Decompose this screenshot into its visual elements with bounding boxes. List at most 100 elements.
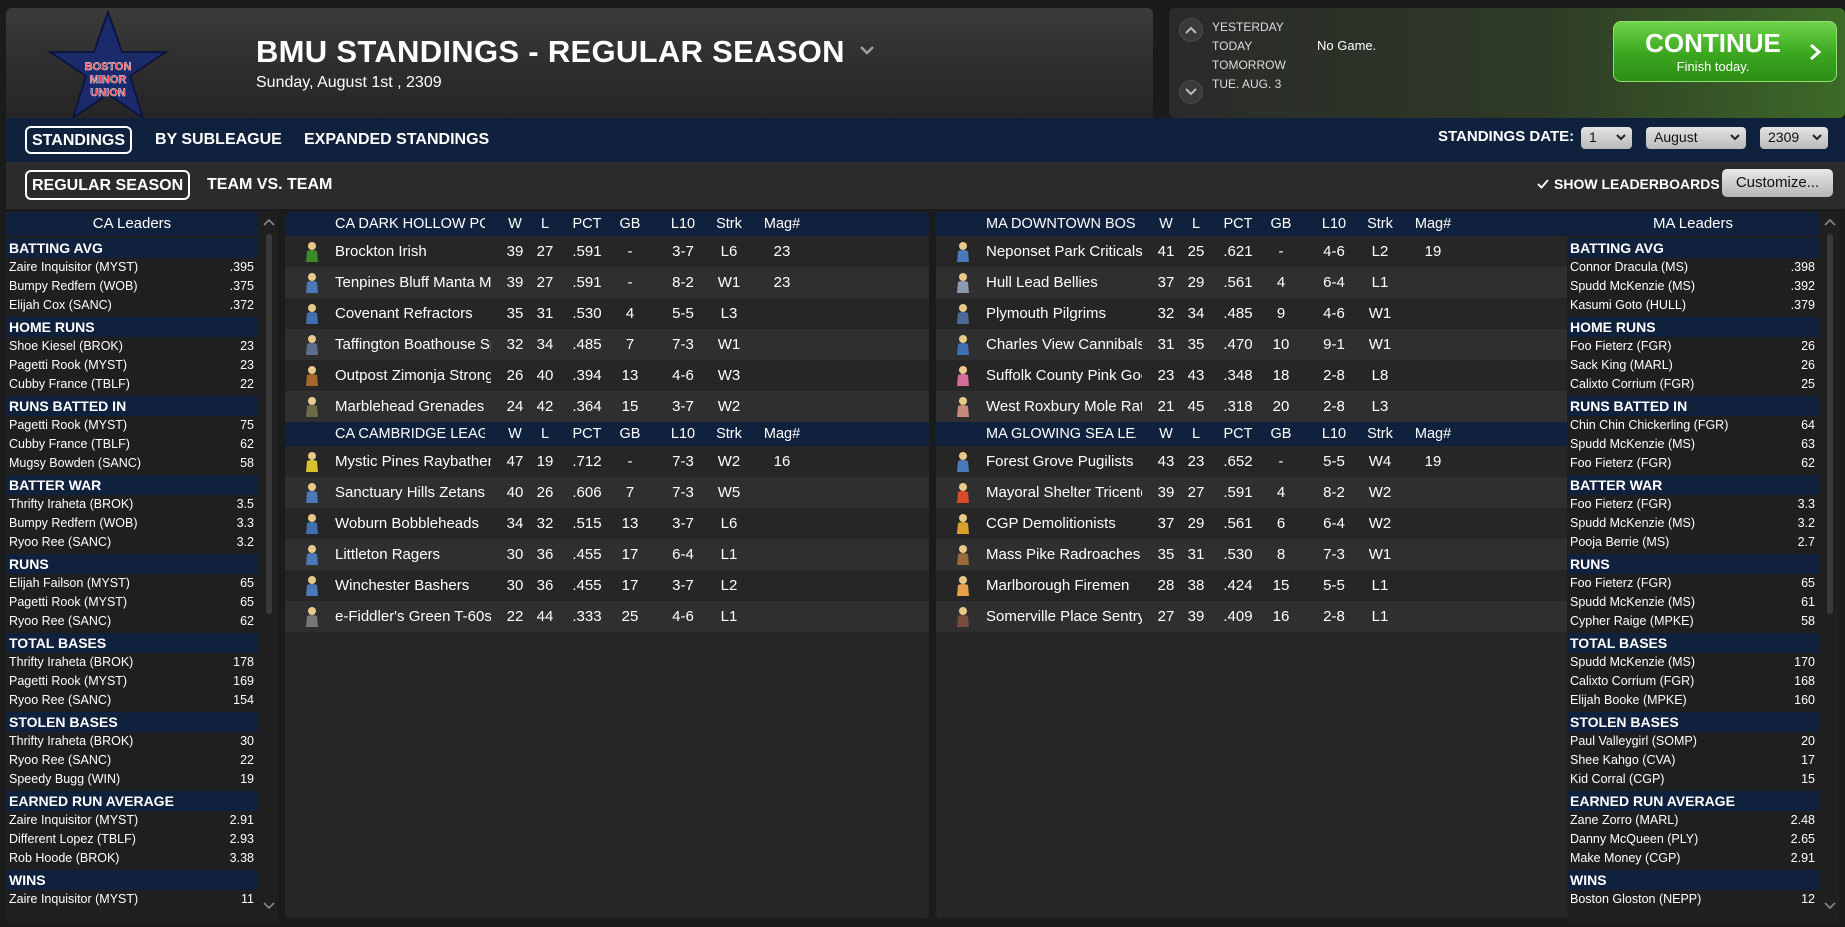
- column-header-l10[interactable]: L10: [670, 216, 696, 232]
- scroll-down-icon[interactable]: [1823, 900, 1837, 912]
- team-name[interactable]: Suffolk County Pink Goo: [986, 367, 1142, 384]
- team-row[interactable]: Littleton Ragers 30 36 .455 17 6-4 L1: [285, 539, 929, 570]
- column-header-gb[interactable]: GB: [619, 216, 641, 232]
- leader-row[interactable]: Elijah Booke (MPKE) 160: [1567, 691, 1819, 710]
- leader-row[interactable]: Pooja Berrie (MS) 2.7: [1567, 533, 1819, 552]
- day-yesterday[interactable]: YESTERDAY: [1212, 20, 1284, 34]
- leader-row[interactable]: Boston Gloston (NEPP) 12: [1567, 890, 1819, 909]
- leader-row[interactable]: Thrifty Iraheta (BROK) 3.5: [6, 495, 258, 514]
- team-name[interactable]: Littleton Ragers: [335, 546, 441, 563]
- day-today[interactable]: TODAY: [1212, 39, 1253, 53]
- team-row[interactable]: Sanctuary Hills Zetans 40 26 .606 7 7-3 W5: [285, 477, 929, 508]
- subtab-team-vs-team[interactable]: TEAM VS. TEAM: [207, 176, 333, 193]
- team-name[interactable]: Forest Grove Pugilists: [986, 453, 1134, 470]
- team-name[interactable]: Hull Lead Bellies: [986, 274, 1098, 291]
- team-name[interactable]: Sanctuary Hills Zetans: [335, 484, 486, 501]
- leader-row[interactable]: Elijah Cox (SANC) .372: [6, 296, 258, 315]
- leader-row[interactable]: Zane Zorro (MARL) 2.48: [1567, 811, 1819, 830]
- column-header-w[interactable]: W: [1159, 426, 1173, 442]
- team-name[interactable]: e-Fiddler's Green T-60s: [335, 608, 491, 625]
- team-row[interactable]: West Roxbury Mole Rats 21 45 .318 20 2-8 L3: [936, 391, 1580, 422]
- leader-row[interactable]: Spudd McKenzie (MS) .392: [1567, 277, 1819, 296]
- show-leaderboards-toggle[interactable]: SHOW LEADERBOARDS: [1536, 176, 1720, 192]
- leader-row[interactable]: Spudd McKenzie (MS) 61: [1567, 593, 1819, 612]
- day-tomorrow[interactable]: TOMORROW: [1212, 58, 1286, 72]
- leader-row[interactable]: Chin Chin Chickerling (FGR) 64: [1567, 416, 1819, 435]
- team-row[interactable]: Woburn Bobbleheads 34 32 .515 13 3-7 L6: [285, 508, 929, 539]
- column-header-strk[interactable]: Strk: [716, 216, 742, 232]
- leader-row[interactable]: Shee Kahgo (CVA) 17: [1567, 751, 1819, 770]
- leader-row[interactable]: Cubby France (TBLF) 22: [6, 375, 258, 394]
- column-header-l[interactable]: L: [1191, 216, 1201, 232]
- team-name[interactable]: Somerville Place Sentry Bots: [986, 608, 1142, 625]
- team-row[interactable]: Covenant Refractors 35 31 .530 4 5-5 L3: [285, 298, 929, 329]
- continue-button[interactable]: CONTINUE Finish today.: [1613, 21, 1837, 82]
- leader-row[interactable]: Calixto Corrium (FGR) 25: [1567, 375, 1819, 394]
- column-header-gb[interactable]: GB: [1270, 426, 1292, 442]
- column-header-w[interactable]: W: [508, 426, 522, 442]
- day-next[interactable]: TUE. AUG. 3: [1212, 77, 1282, 91]
- column-header-gb[interactable]: GB: [1270, 216, 1292, 232]
- scroll-up-icon[interactable]: [1823, 216, 1837, 228]
- team-row[interactable]: Mass Pike Radroaches 35 31 .530 8 7-3 W1: [936, 539, 1580, 570]
- leader-row[interactable]: Ryoo Ree (SANC) 154: [6, 691, 258, 710]
- subtab-regular-season[interactable]: REGULAR SEASON: [25, 170, 191, 200]
- team-row[interactable]: Mystic Pines Raybathers 47 19 .712 - 7-3 W2 16: [285, 446, 929, 477]
- column-header-pct[interactable]: PCT: [1223, 426, 1253, 442]
- column-header-l[interactable]: L: [540, 216, 550, 232]
- leader-row[interactable]: Spudd McKenzie (MS) 170: [1567, 653, 1819, 672]
- leader-row[interactable]: Different Lopez (TBLF) 2.93: [6, 830, 258, 849]
- team-name[interactable]: Taffington Boathouse Spy Hunters: [335, 336, 491, 353]
- column-header-mag-num[interactable]: Mag#: [763, 216, 801, 232]
- leader-row[interactable]: Pagetti Rook (MYST) 65: [6, 593, 258, 612]
- team-name[interactable]: Mass Pike Radroaches: [986, 546, 1141, 563]
- team-row[interactable]: Plymouth Pilgrims 32 34 .485 9 4-6 W1: [936, 298, 1580, 329]
- team-name[interactable]: Winchester Bashers: [335, 577, 470, 594]
- team-name[interactable]: Neponset Park Criticals: [986, 243, 1142, 260]
- leaders-scrollbar[interactable]: [262, 212, 276, 922]
- scroll-thumb[interactable]: [1827, 234, 1833, 614]
- leader-row[interactable]: Foo Fieterz (FGR) 3.3: [1567, 495, 1819, 514]
- leader-row[interactable]: Pagetti Rook (MYST) 23: [6, 356, 258, 375]
- column-header-gb[interactable]: GB: [619, 426, 641, 442]
- team-name[interactable]: Marblehead Grenades: [335, 398, 485, 415]
- column-header-pct[interactable]: PCT: [572, 426, 602, 442]
- team-row[interactable]: Hull Lead Bellies 37 29 .561 4 6-4 L1: [936, 267, 1580, 298]
- team-name[interactable]: Woburn Bobbleheads: [335, 515, 479, 532]
- column-header-l10[interactable]: L10: [1321, 216, 1347, 232]
- team-row[interactable]: CGP Demolitionists 37 29 .561 6 6-4 W2: [936, 508, 1580, 539]
- leader-row[interactable]: Pagetti Rook (MYST) 169: [6, 672, 258, 691]
- column-header-l[interactable]: L: [1191, 426, 1201, 442]
- column-header-l[interactable]: L: [540, 426, 550, 442]
- team-row[interactable]: Brockton Irish 39 27 .591 - 3-7 L6 23: [285, 236, 929, 267]
- leader-row[interactable]: Cubby France (TBLF) 62: [6, 435, 258, 454]
- team-row[interactable]: Suffolk County Pink Goo 23 43 .348 18 2-8 L8: [936, 360, 1580, 391]
- column-header-w[interactable]: W: [1159, 216, 1173, 232]
- team-name[interactable]: Brockton Irish: [335, 243, 427, 260]
- leader-row[interactable]: Kid Corral (CGP) 15: [1567, 770, 1819, 789]
- leader-row[interactable]: Make Money (CGP) 2.91: [1567, 849, 1819, 868]
- leader-row[interactable]: Calixto Corrium (FGR) 168: [1567, 672, 1819, 691]
- column-header-strk[interactable]: Strk: [1367, 426, 1393, 442]
- leader-row[interactable]: Foo Fieterz (FGR) 62: [1567, 454, 1819, 473]
- leader-row[interactable]: Connor Dracula (MS) .398: [1567, 258, 1819, 277]
- leaders-scrollbar[interactable]: [1823, 212, 1837, 922]
- team-row[interactable]: Forest Grove Pugilists 43 23 .652 - 5-5 W4 19: [936, 446, 1580, 477]
- leader-row[interactable]: Rob Hoode (BROK) 3.38: [6, 849, 258, 868]
- team-name[interactable]: Covenant Refractors: [335, 305, 473, 322]
- team-row[interactable]: e-Fiddler's Green T-60s 22 44 .333 25 4-6 L1: [285, 601, 929, 632]
- scroll-up-icon[interactable]: [262, 216, 276, 228]
- column-header-strk[interactable]: Strk: [716, 426, 742, 442]
- leader-row[interactable]: Danny McQueen (PLY) 2.65: [1567, 830, 1819, 849]
- team-name[interactable]: Mystic Pines Raybathers: [335, 453, 491, 470]
- leader-row[interactable]: Zaire Inquisitor (MYST) 11: [6, 890, 258, 909]
- column-header-strk[interactable]: Strk: [1367, 216, 1393, 232]
- team-name[interactable]: Tenpines Bluff Manta Men: [335, 274, 491, 291]
- team-row[interactable]: Somerville Place Sentry Bots 27 39 .409 16 2-…: [936, 601, 1580, 632]
- leader-row[interactable]: Kasumi Goto (HULL) .379: [1567, 296, 1819, 315]
- team-row[interactable]: Winchester Bashers 30 36 .455 17 3-7 L2: [285, 570, 929, 601]
- column-header-pct[interactable]: PCT: [572, 216, 602, 232]
- leader-row[interactable]: Foo Fieterz (FGR) 26: [1567, 337, 1819, 356]
- team-row[interactable]: Tenpines Bluff Manta Men 39 27 .591 - 8-2 W1 23: [285, 267, 929, 298]
- team-row[interactable]: Neponset Park Criticals 41 25 .621 - 4-6 L2 19: [936, 236, 1580, 267]
